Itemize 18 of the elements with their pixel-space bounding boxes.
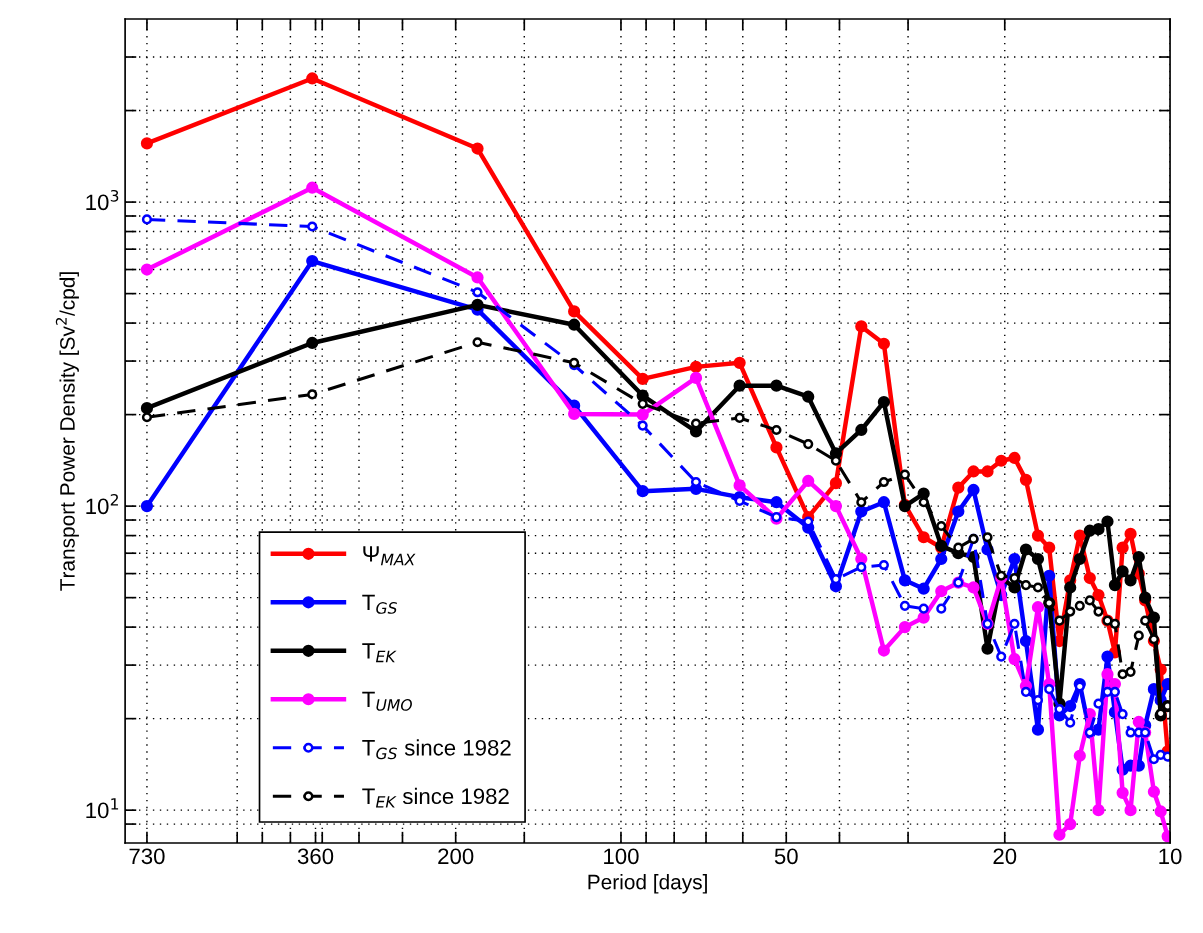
legend-label: T$_{UMO}$ — [362, 691, 412, 711]
x-tick-label: 10 — [1159, 848, 1182, 865]
y-tick-label: 10$^{2}$ — [86, 493, 118, 515]
legend-label: T$_{GS}$ since 1982 — [362, 739, 511, 760]
x-tick-label: 100 — [604, 848, 639, 865]
x-tick-label: 200 — [438, 848, 474, 865]
legend-label: Ψ$_{MAX}$ — [363, 546, 416, 566]
x-tick-label: 730 — [129, 848, 165, 865]
y-axis-title: Transport Power Density [Sv$^{2}$/cpd] — [55, 272, 79, 591]
y-tick-label: 10$^{3}$ — [86, 189, 119, 211]
x-tick-label: 20 — [993, 848, 1017, 865]
x-tick-label: 50 — [774, 848, 798, 865]
legend-label: T$_{EK}$ since 1982 — [362, 787, 509, 808]
y-tick-label: 10$^{1}$ — [86, 798, 119, 819]
legend-label: T$_{EK}$ — [362, 643, 397, 663]
legend-label: T$_{GS}$ — [362, 594, 397, 614]
x-axis-title: Period [days] — [588, 874, 707, 894]
x-tick-label: 360 — [297, 848, 334, 865]
